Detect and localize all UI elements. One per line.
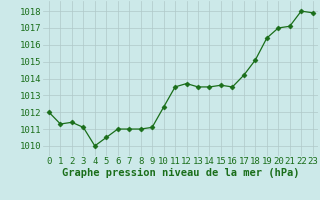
X-axis label: Graphe pression niveau de la mer (hPa): Graphe pression niveau de la mer (hPa) (62, 168, 300, 178)
